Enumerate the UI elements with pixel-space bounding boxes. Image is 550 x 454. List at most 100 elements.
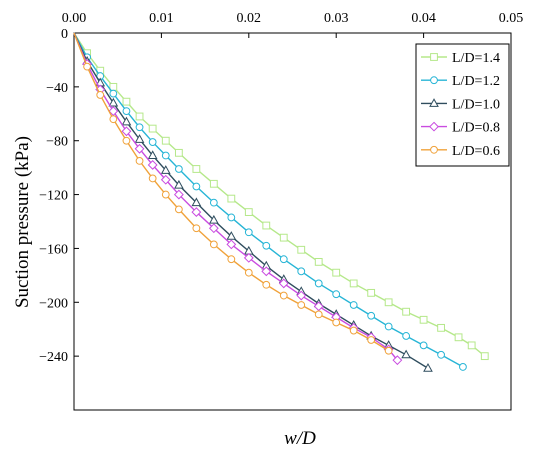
data-point — [173, 189, 184, 200]
data-point — [147, 150, 158, 160]
data-point — [160, 165, 171, 174]
y-axis: 0 −40 −80 −120 −160 −200 −240 — [39, 27, 79, 365]
data-point — [401, 349, 411, 359]
data-point — [174, 165, 183, 173]
data-point — [467, 341, 476, 350]
data-point — [367, 336, 376, 344]
x-tick-label: 0.00 — [62, 11, 87, 26]
legend-marker — [429, 121, 439, 132]
y-tick-label: −40 — [46, 81, 68, 96]
data-point — [109, 89, 118, 98]
legend: L/D=1.4 L/D=1.2 L/D=1.0 L/D=0.8 L/D=0.6 — [415, 43, 510, 167]
legend-marker — [429, 98, 439, 107]
data-point — [384, 322, 393, 331]
data-point — [349, 326, 358, 335]
data-point — [244, 208, 253, 216]
x-tick-label: 0.01 — [149, 11, 174, 26]
data-point — [349, 279, 358, 288]
data-point — [392, 355, 403, 366]
y-tick-label: −200 — [39, 296, 68, 311]
data-point — [148, 138, 157, 146]
data-point — [349, 301, 358, 309]
data-point — [244, 228, 253, 237]
data-point — [109, 115, 118, 124]
data-point — [384, 346, 393, 355]
data-point — [135, 157, 144, 165]
data-point — [313, 301, 324, 312]
legend-entry: L/D=0.6 — [421, 144, 500, 159]
data-point — [134, 134, 145, 143]
data-point — [402, 332, 411, 340]
data-point — [161, 151, 170, 160]
x-tick-label: 0.03 — [324, 11, 349, 26]
data-point — [122, 136, 131, 145]
data-point — [279, 255, 288, 264]
series-2 — [73, 32, 467, 371]
data-point — [209, 179, 218, 188]
data-point — [367, 288, 376, 297]
legend-marker — [430, 76, 438, 85]
data-point — [174, 205, 183, 214]
data-point — [437, 350, 445, 359]
data-point — [314, 310, 323, 319]
data-point — [278, 278, 289, 289]
legend-entry: L/D=1.0 — [421, 97, 500, 112]
data-point — [367, 311, 376, 320]
x-axis: 0.00 0.01 0.02 0.03 0.04 0.05 — [62, 11, 524, 38]
x-axis-title: w/D — [284, 428, 316, 449]
data-point — [161, 136, 170, 145]
data-point — [297, 301, 306, 309]
data-point — [262, 280, 271, 289]
data-point — [227, 213, 236, 222]
series-1 — [73, 32, 489, 361]
data-point — [243, 252, 254, 263]
data-point — [191, 207, 202, 217]
legend-marker — [430, 145, 438, 154]
data-point — [332, 318, 341, 327]
data-point — [384, 298, 393, 307]
x-tick-label: 0.02 — [237, 11, 262, 26]
data-point — [437, 323, 445, 332]
data-point — [121, 126, 132, 137]
series-5 — [73, 32, 393, 355]
data-point — [423, 363, 433, 372]
legend-entry: L/D=1.4 — [421, 51, 500, 66]
series-line — [73, 32, 390, 352]
data-point — [174, 179, 184, 189]
data-point — [332, 290, 341, 299]
data-point — [192, 165, 201, 173]
data-point — [262, 221, 271, 230]
data-point — [208, 223, 219, 234]
data-point — [96, 91, 105, 99]
data-point — [314, 279, 323, 288]
data-point — [148, 174, 157, 183]
legend-entry: L/D=0.8 — [421, 121, 500, 136]
data-point — [454, 333, 463, 342]
data-point — [244, 268, 253, 277]
plot-frame — [73, 32, 512, 411]
legend-label: L/D=1.0 — [452, 97, 500, 112]
data-point — [226, 231, 237, 240]
data-point — [279, 233, 288, 242]
x-tick-label: 0.05 — [499, 11, 524, 26]
data-point — [108, 97, 119, 107]
data-point — [174, 148, 183, 157]
series-4 — [73, 32, 403, 366]
y-tick-label: 0 — [61, 27, 68, 42]
data-point — [122, 97, 131, 106]
data-point — [191, 197, 202, 207]
y-tick-label: −120 — [39, 189, 68, 204]
data-point — [192, 182, 201, 191]
data-point — [83, 62, 92, 71]
data-point — [148, 124, 157, 133]
y-tick-label: −240 — [39, 350, 68, 365]
data-point — [227, 255, 236, 264]
data-point — [209, 240, 218, 249]
data-point — [192, 224, 201, 233]
legend-label: L/D=0.6 — [452, 144, 500, 159]
data-point — [297, 267, 306, 276]
data-point — [227, 194, 236, 203]
y-tick-label: −160 — [39, 242, 68, 257]
legend-label: L/D=1.4 — [452, 51, 500, 66]
series-line — [73, 32, 398, 361]
